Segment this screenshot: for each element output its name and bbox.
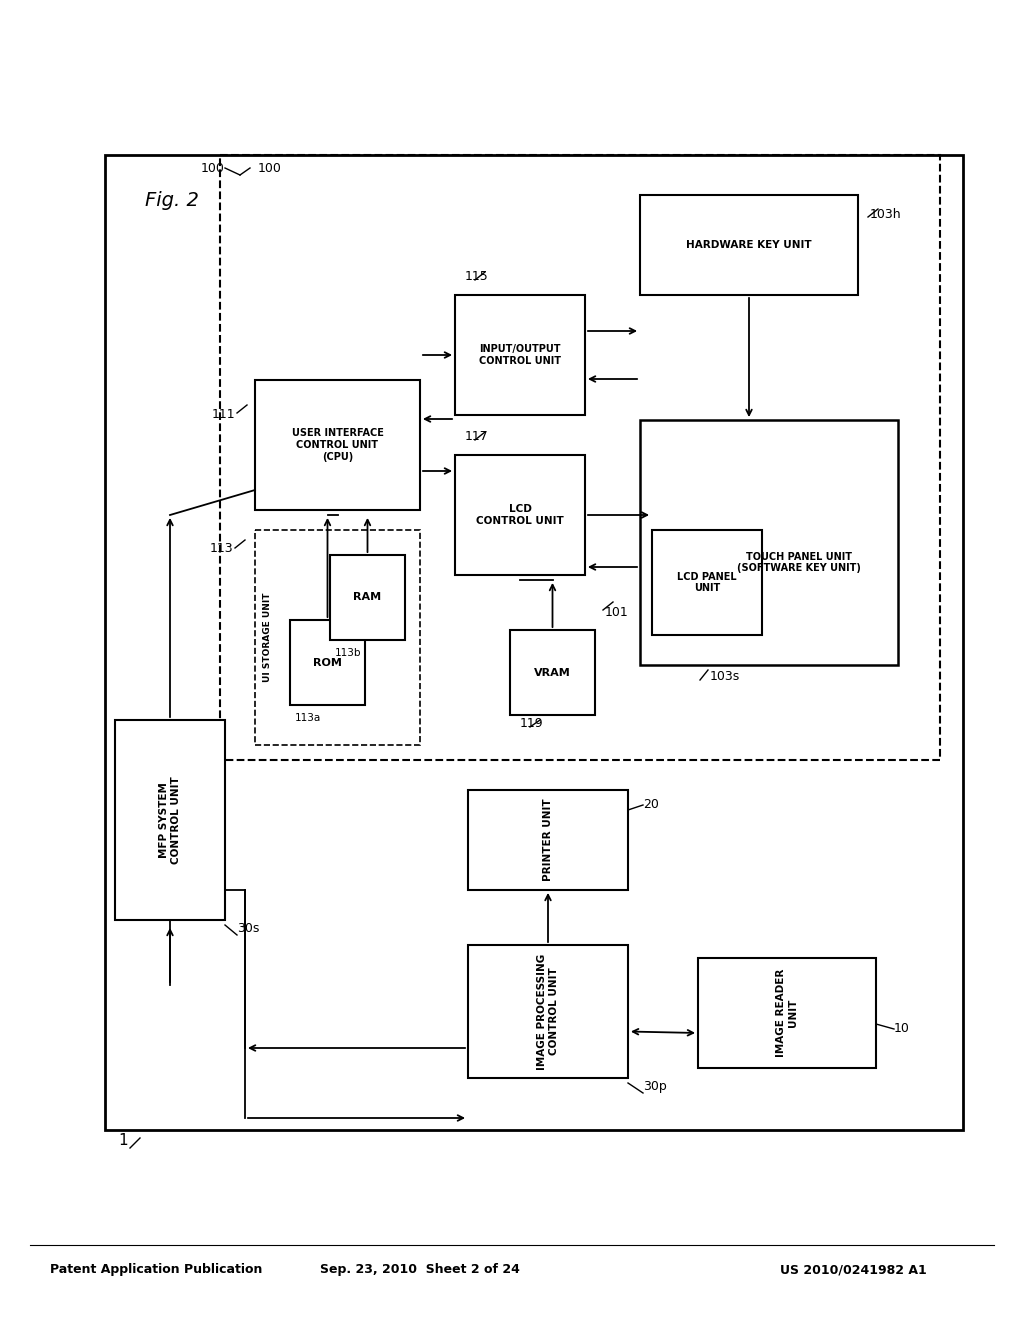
Text: ROM: ROM	[313, 657, 342, 668]
Text: Sep. 23, 2010  Sheet 2 of 24: Sep. 23, 2010 Sheet 2 of 24	[321, 1263, 520, 1276]
Bar	[220, 154, 940, 760]
Text: 113b: 113b	[335, 648, 361, 657]
Text: 113a: 113a	[295, 713, 322, 723]
Bar	[455, 294, 585, 414]
Text: LCD PANEL
UNIT: LCD PANEL UNIT	[677, 572, 737, 593]
Text: Fig. 2: Fig. 2	[145, 190, 199, 210]
Bar	[455, 455, 585, 576]
Text: 115: 115	[465, 271, 488, 284]
Text: Patent Application Publication: Patent Application Publication	[50, 1263, 262, 1276]
Bar	[510, 630, 595, 715]
Text: 100: 100	[258, 161, 282, 174]
Text: 30s: 30s	[237, 921, 259, 935]
Text: 101: 101	[605, 606, 629, 619]
Text: 119: 119	[520, 717, 544, 730]
Bar	[105, 154, 963, 1130]
Text: USER INTERFACE
CONTROL UNIT
(CPU): USER INTERFACE CONTROL UNIT (CPU)	[292, 429, 383, 462]
Text: VRAM: VRAM	[535, 668, 570, 677]
Text: 103s: 103s	[710, 671, 740, 682]
Bar	[652, 531, 762, 635]
Text: IMAGE PROCESSING
CONTROL UNIT: IMAGE PROCESSING CONTROL UNIT	[538, 953, 559, 1069]
Text: UI STORAGE UNIT: UI STORAGE UNIT	[262, 593, 271, 682]
Text: 20: 20	[643, 799, 658, 812]
Text: US 2010/0241982 A1: US 2010/0241982 A1	[780, 1263, 927, 1276]
Text: IMAGE READER
UNIT: IMAGE READER UNIT	[776, 969, 798, 1057]
Bar	[468, 789, 628, 890]
Text: 117: 117	[465, 430, 488, 444]
Text: PRINTER UNIT: PRINTER UNIT	[543, 799, 553, 882]
Bar	[255, 380, 420, 510]
Text: LCD
CONTROL UNIT: LCD CONTROL UNIT	[476, 504, 564, 525]
Bar	[115, 719, 225, 920]
Text: TOUCH PANEL UNIT
(SOFTWARE KEY UNIT): TOUCH PANEL UNIT (SOFTWARE KEY UNIT)	[737, 552, 861, 573]
Bar	[698, 958, 876, 1068]
Bar	[640, 195, 858, 294]
Text: 113: 113	[209, 541, 233, 554]
Text: 100: 100	[201, 161, 225, 174]
Text: 111: 111	[211, 408, 234, 421]
Bar	[468, 945, 628, 1078]
Bar	[330, 554, 406, 640]
Text: HARDWARE KEY UNIT: HARDWARE KEY UNIT	[686, 240, 812, 249]
Bar	[640, 420, 898, 665]
Text: 1: 1	[118, 1133, 128, 1148]
Text: MFP SYSTEM
CONTROL UNIT: MFP SYSTEM CONTROL UNIT	[159, 776, 181, 863]
Text: 103h: 103h	[870, 209, 901, 222]
Bar	[255, 531, 420, 744]
Text: 10: 10	[894, 1023, 910, 1035]
Text: INPUT/OUTPUT
CONTROL UNIT: INPUT/OUTPUT CONTROL UNIT	[479, 345, 561, 366]
Text: RAM: RAM	[353, 593, 382, 602]
Bar	[290, 620, 365, 705]
Text: 30p: 30p	[643, 1080, 667, 1093]
